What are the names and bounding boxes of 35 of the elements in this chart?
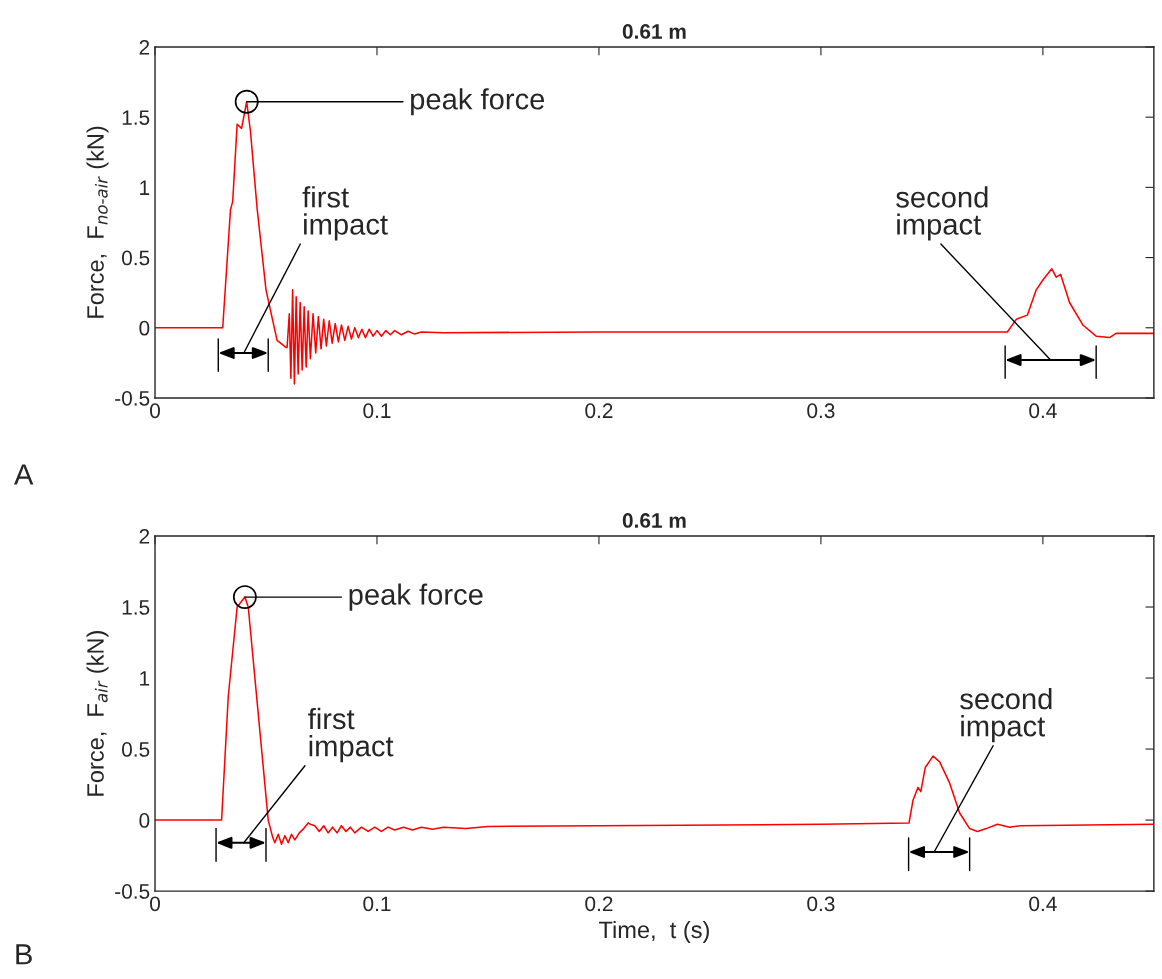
text: A [14,464,34,485]
y-tick-label: -0.5 [115,884,150,899]
y-tick-label: 2 [139,39,150,55]
annotation: second impact [960,687,1052,743]
y-tick-label: -0.5 [115,390,150,406]
y-tick-label: 1.5 [122,600,150,615]
x-tick-label: 0.4 [1029,896,1057,912]
x-tick-label: 0.4 [1029,403,1057,419]
x-tick-label: 0.3 [807,896,835,912]
y-tick-label: 0 [139,813,150,828]
x-tick-label: 0.1 [363,896,391,912]
y-tick-label: 0 [139,320,150,336]
annotation: peak force [411,88,545,116]
x-tick-label: 0.2 [585,403,613,419]
annotation: peak force [349,583,483,611]
text: B [16,944,32,965]
x-axis-title: Time, t (s) [599,920,709,943]
chart-title: 0.61 m [622,513,686,528]
y-tick-label: 1 [140,180,150,195]
annotation: second impact [896,186,988,241]
y-tick-label: 1.5 [122,110,150,125]
x-tick-label: 0 [150,403,160,419]
y-tick-label: 0.5 [122,742,150,757]
x-tick-label: 0.3 [807,403,835,419]
y-tick-label: 2 [139,529,150,544]
x-tick-label: 0.1 [363,403,391,419]
annotation: first impact [302,186,388,241]
chart-title: 0.61 m [622,24,686,39]
y-tick-label: 1 [140,671,150,686]
y-axis-title: Force, F$_{no‐air}$ (kN) [86,126,109,318]
x-tick-label: 0.2 [585,896,613,912]
annotation: first impact [308,707,394,763]
y-tick-label: 0.5 [122,250,150,266]
y-axis-title: Force, F$_{air}$ (kN) [86,631,109,796]
x-tick-label: 0 [150,896,160,912]
